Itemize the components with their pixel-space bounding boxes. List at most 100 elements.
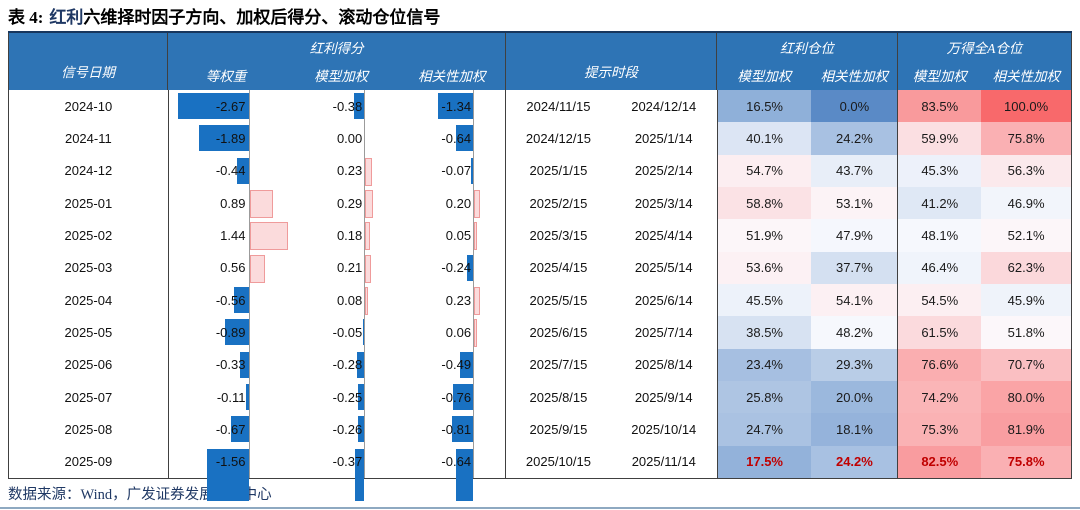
bar-axis-line	[473, 348, 475, 381]
bar-axis-line	[364, 154, 366, 187]
wind-position-model-cell: 76.6%	[897, 348, 982, 381]
bar-axis-line	[248, 186, 250, 220]
dividend-position-model-cell: 40.1%	[716, 122, 812, 155]
data-source: 数据来源：Wind，广发证券发展研究中心	[8, 487, 272, 503]
score-value: 0.08	[336, 292, 363, 308]
score-bar	[451, 416, 474, 443]
score-cell-model-weight: 0.23	[283, 154, 398, 187]
signal-table: 信号日期 红利得分 等权重 模型加权 相关性加权 提示时段 红利仓位 模型加权 …	[8, 31, 1072, 501]
bar-axis-line	[248, 154, 250, 187]
period-end-cell: 2025/3/14	[634, 195, 693, 211]
score-cell-model-weight: 0.18	[283, 219, 398, 252]
period-end-cell: 2025/9/14	[634, 389, 693, 405]
bar-axis-line	[364, 348, 366, 381]
wind-position-model-cell: 45.3%	[897, 154, 982, 187]
table-title-text: 六维择时因子方向、加权后得分、滚动仓位信号	[83, 8, 441, 27]
col-header-dividend-score: 红利得分	[309, 40, 364, 56]
wind-position-correlation-cell: 75.8%	[981, 122, 1071, 155]
signal-date-cell: 2024-12	[64, 163, 113, 179]
score-cell-equal-weight: -0.44	[167, 154, 284, 187]
score-value: 0.18	[336, 227, 363, 243]
score-cell-equal-weight: -2.67	[167, 90, 284, 123]
col-header-wind-pos-correlation: 相关性加权	[992, 69, 1061, 84]
dividend-position-correlation-cell: 29.3%	[811, 348, 898, 381]
score-bar	[198, 125, 249, 152]
bar-axis-line	[473, 251, 475, 284]
score-value: 1.44	[220, 227, 246, 243]
score-cell-correlation-weight: 0.23	[398, 283, 505, 317]
col-header-wind-position: 万得全A仓位	[946, 40, 1023, 56]
score-cell-model-weight: 0.08	[283, 283, 398, 317]
signal-date-cell: 2025-06	[64, 357, 113, 373]
dividend-position-model-cell: 16.5%	[716, 90, 812, 123]
score-bar	[474, 319, 478, 348]
wind-position-correlation-cell: 100.0%	[981, 90, 1071, 123]
score-value: -0.24	[441, 260, 472, 276]
wind-position-model-cell: 48.1%	[897, 219, 982, 252]
wind-position-model-cell: 59.9%	[897, 122, 982, 155]
dividend-position-correlation-cell: 20.0%	[811, 380, 898, 414]
bar-axis-line	[364, 380, 366, 414]
dividend-position-model-cell: 54.7%	[716, 154, 812, 187]
dividend-position-model-cell: 25.8%	[716, 380, 812, 414]
period-end-cell: 2025/4/14	[634, 227, 693, 243]
score-value: -0.64	[441, 130, 472, 146]
wind-position-model-cell: 74.2%	[897, 380, 982, 414]
signal-date-cell: 2025-05	[64, 324, 113, 340]
dividend-position-correlation-cell: 47.9%	[811, 219, 898, 252]
score-cell-model-weight: -0.25	[283, 380, 398, 414]
score-value: -0.25	[332, 389, 363, 405]
score-value: -0.33	[215, 357, 246, 373]
bar-axis-line	[364, 90, 366, 123]
signal-date-cell: 2025-09	[64, 454, 113, 470]
score-cell-model-weight: -0.26	[283, 413, 398, 446]
dividend-position-correlation-cell: 43.7%	[811, 154, 898, 187]
period-start-cell: 2024/12/15	[505, 122, 611, 155]
bar-axis-line	[248, 316, 250, 349]
bar-axis-line	[473, 445, 475, 478]
score-value: -0.05	[332, 324, 363, 340]
bar-axis-line	[248, 348, 250, 381]
signal-date-cell: 2025-08	[64, 421, 113, 437]
score-value: -0.11	[216, 389, 246, 405]
score-value: -0.64	[441, 454, 472, 470]
table-row: 2025-06 -0.33 -0.28 -0.49 2025/7/15 2025/8/14…	[9, 348, 1071, 381]
bar-axis-line	[248, 251, 250, 284]
score-cell-equal-weight: -1.56	[167, 445, 284, 501]
table-title-prefix: 表 4:	[8, 8, 44, 27]
score-cell-equal-weight: -0.56	[167, 283, 284, 317]
score-value: -0.44	[215, 163, 246, 179]
dividend-position-correlation-cell: 0.0%	[811, 90, 898, 123]
table-row: 2024-11 -1.89 0.00 -0.64 2024/12/15 2025/1/14…	[9, 122, 1071, 155]
signal-date-cell: 2024-11	[64, 130, 112, 146]
score-bar	[363, 319, 365, 346]
score-bar	[365, 286, 369, 315]
score-value: -1.56	[215, 454, 246, 470]
period-end-cell: 2024/12/14	[631, 98, 697, 114]
table-row: 2024-12 -0.44 0.23 -0.07 2025/1/15 2025/2/14 5…	[9, 154, 1071, 187]
wind-position-model-cell: 83.5%	[897, 90, 982, 123]
bar-axis-line	[364, 413, 366, 446]
wind-position-model-cell: 41.2%	[897, 186, 982, 220]
bar-axis-line	[364, 186, 366, 220]
col-header-div-pos-model: 模型加权	[737, 69, 792, 84]
score-value: 0.00	[336, 130, 363, 146]
score-bar	[249, 222, 288, 251]
score-cell-equal-weight: -0.89	[167, 316, 284, 349]
dividend-position-correlation-cell: 37.7%	[811, 251, 898, 284]
period-start-cell: 2025/3/15	[505, 219, 611, 252]
wind-position-correlation-cell: 62.3%	[981, 251, 1071, 284]
score-value: 0.05	[445, 227, 472, 243]
period-start-cell: 2025/7/15	[505, 348, 611, 381]
wind-position-correlation-cell: 45.9%	[981, 283, 1071, 317]
wind-position-model-cell: 61.5%	[897, 316, 982, 349]
score-bar	[365, 222, 371, 251]
top-rule	[8, 31, 1072, 33]
score-cell-equal-weight: 1.44	[167, 219, 288, 252]
score-cell-correlation-weight: -0.76	[398, 380, 505, 414]
score-cell-correlation-weight: -0.24	[398, 251, 505, 284]
score-bar	[471, 157, 474, 184]
score-bar	[249, 189, 274, 218]
table-body: 2024-10 -2.67 -0.38 -1.34 2024/11/15 2024/12/…	[8, 90, 1072, 501]
dividend-position-model-cell: 51.9%	[716, 219, 812, 252]
